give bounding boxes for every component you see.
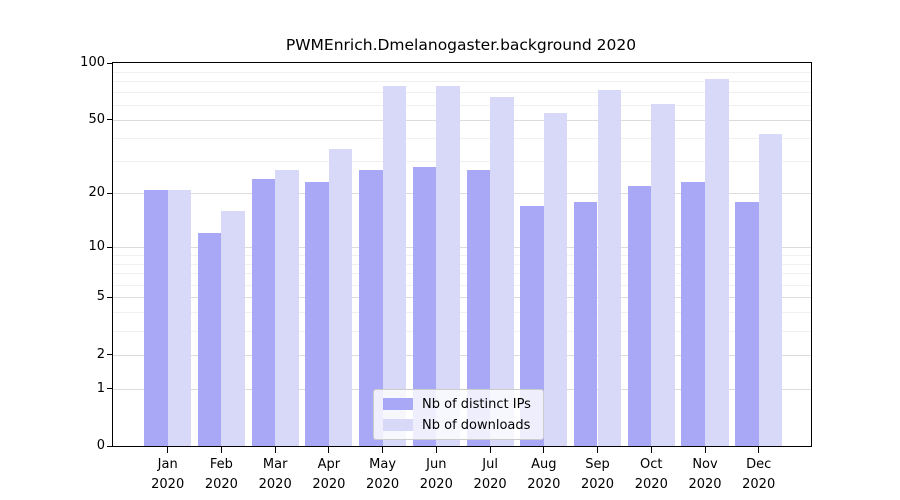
y-tick-label: 10 xyxy=(88,239,105,254)
bar-downloads-dec xyxy=(758,133,783,446)
bar-downloads-sep xyxy=(597,89,622,446)
y-tick-mark xyxy=(107,445,112,447)
x-tick-mark xyxy=(167,447,169,453)
gridline xyxy=(113,354,811,356)
gridline xyxy=(113,81,811,83)
x-tick-mark xyxy=(758,447,760,453)
y-tick-mark xyxy=(107,246,112,248)
x-tick-mark xyxy=(274,447,276,453)
gridline xyxy=(113,297,811,299)
bar-downloads-mar xyxy=(275,169,299,446)
y-tick-label: 5 xyxy=(96,289,105,305)
y-tick-label: 100 xyxy=(80,55,105,70)
bar-distinct-ips-mar xyxy=(251,178,276,446)
x-tick-mark xyxy=(543,447,545,453)
y-tick-mark xyxy=(107,354,112,356)
y-tick-mark xyxy=(107,296,112,298)
y-tick-label: 50 xyxy=(88,111,105,127)
gridline xyxy=(113,273,811,275)
gridline xyxy=(113,263,811,265)
x-tick-mark xyxy=(704,447,706,453)
x-tick-mark xyxy=(650,447,652,453)
bar-downloads-aug xyxy=(543,113,568,446)
y-tick-label: 2 xyxy=(96,346,105,362)
bar-distinct-ips-may xyxy=(359,169,383,446)
legend-label-downloads: Nb of downloads xyxy=(422,417,531,433)
legend-swatch-distinct-ips xyxy=(383,398,413,410)
bar-distinct-ips-jul xyxy=(466,169,491,446)
bar-distinct-ips-jan xyxy=(144,189,168,446)
gridline xyxy=(113,137,811,139)
x-tick-label: Feb 2020 xyxy=(204,457,238,492)
x-tick-mark xyxy=(220,447,222,453)
bar-downloads-jan xyxy=(167,189,192,446)
bar-distinct-ips-aug xyxy=(520,206,544,446)
legend: Nb of distinct IPs Nb of downloads xyxy=(373,389,544,440)
x-tick-label: Jan 2020 xyxy=(151,457,185,492)
x-tick-label: Jul 2020 xyxy=(473,457,507,492)
gridline xyxy=(113,254,811,256)
bar-downloads-jun xyxy=(436,85,460,446)
bar-distinct-ips-jun xyxy=(412,166,437,446)
gridline xyxy=(113,104,811,106)
gridline xyxy=(113,312,811,314)
bar-distinct-ips-feb xyxy=(197,233,222,446)
bar-downloads-apr xyxy=(328,148,353,446)
x-tick-mark xyxy=(489,447,491,453)
x-tick-label: Mar 2020 xyxy=(258,457,292,492)
y-tick-label: 1 xyxy=(96,380,105,396)
legend-label-distinct-ips: Nb of distinct IPs xyxy=(422,396,531,412)
y-tick-mark xyxy=(107,119,112,121)
bar-distinct-ips-apr xyxy=(305,182,329,446)
legend-swatch-downloads xyxy=(383,419,413,431)
bar-distinct-ips-sep xyxy=(573,201,598,446)
legend-item-downloads: Nb of downloads xyxy=(383,416,531,434)
gridline xyxy=(113,284,811,286)
x-tick-label: Apr 2020 xyxy=(312,457,346,492)
x-tick-label: Oct 2020 xyxy=(634,457,668,492)
gridline xyxy=(113,161,811,162)
x-tick-label: Sep 2020 xyxy=(580,457,615,492)
bar-downloads-jul xyxy=(490,97,514,446)
y-tick-mark xyxy=(107,192,112,194)
x-tick-mark xyxy=(435,447,437,453)
x-tick-mark xyxy=(597,447,598,453)
gridline xyxy=(113,193,811,195)
bar-distinct-ips-oct xyxy=(627,185,652,446)
gridline xyxy=(113,331,811,332)
x-tick-label: Nov 2020 xyxy=(688,457,722,492)
chart-title: PWMEnrich.Dmelanogaster.background 2020 xyxy=(285,36,637,54)
bar-downloads-nov xyxy=(705,79,729,446)
x-tick-mark xyxy=(328,447,330,453)
bar-distinct-ips-nov xyxy=(681,182,705,446)
x-tick-label: May 2020 xyxy=(366,457,400,492)
x-tick-label: Jun 2020 xyxy=(419,457,453,492)
bar-downloads-may xyxy=(382,85,407,446)
legend-item-distinct-ips: Nb of distinct IPs xyxy=(383,395,531,413)
y-tick-mark xyxy=(107,388,112,389)
plot-area: Jan 2020 Feb 2020 Mar 2020 Apr 2020 May 2020… xyxy=(80,55,812,492)
gridline xyxy=(113,119,811,121)
x-tick-label: Dec 2020 xyxy=(742,457,776,492)
gridline xyxy=(113,71,811,73)
gridline xyxy=(113,92,811,94)
bar-downloads-feb xyxy=(221,210,245,446)
bar-downloads-oct xyxy=(651,103,675,446)
x-tick-label: Aug 2020 xyxy=(527,457,561,492)
gridline xyxy=(113,247,811,248)
y-tick-mark xyxy=(107,62,112,64)
y-tick-label: 0 xyxy=(96,438,105,453)
x-tick-mark xyxy=(382,447,384,453)
bar-distinct-ips-dec xyxy=(735,201,759,446)
y-tick-label: 20 xyxy=(88,185,105,201)
